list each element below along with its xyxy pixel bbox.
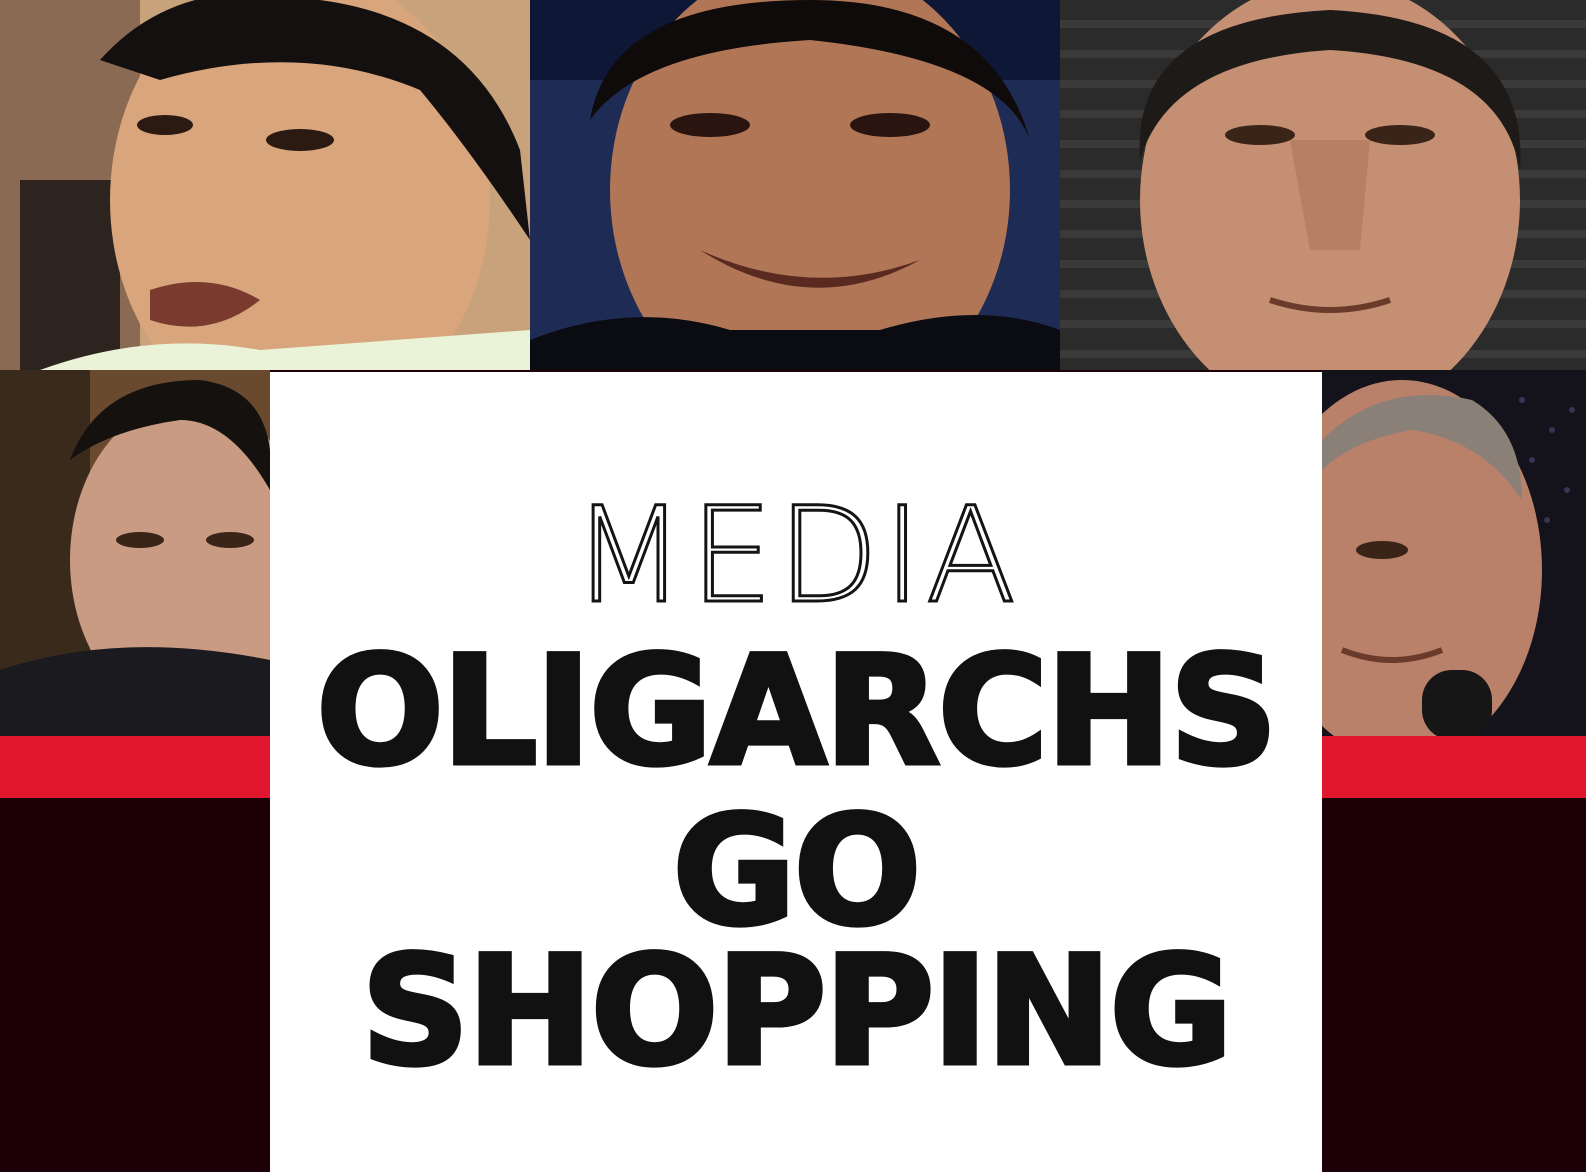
red-band-left [0,736,270,798]
portrait-photo-4 [0,370,270,736]
portrait-photo-3 [1060,0,1586,370]
portrait-photo-2 [530,0,1060,370]
dark-block-right [1322,798,1586,1172]
kicker-title: MEDIA [570,479,1021,633]
portrait-photo-1 [0,0,530,370]
headline-line-3: SHOPPING [359,925,1235,1099]
dark-block-left [0,798,270,1172]
title-panel: MEDIA OLIGARCHS GO SHOPPING [270,372,1322,1172]
red-band-right [1322,736,1586,798]
headline-line-1: OLIGARCHS [314,625,1280,799]
headline-line-2: GO [670,785,924,959]
portrait-photo-5 [1322,370,1586,736]
